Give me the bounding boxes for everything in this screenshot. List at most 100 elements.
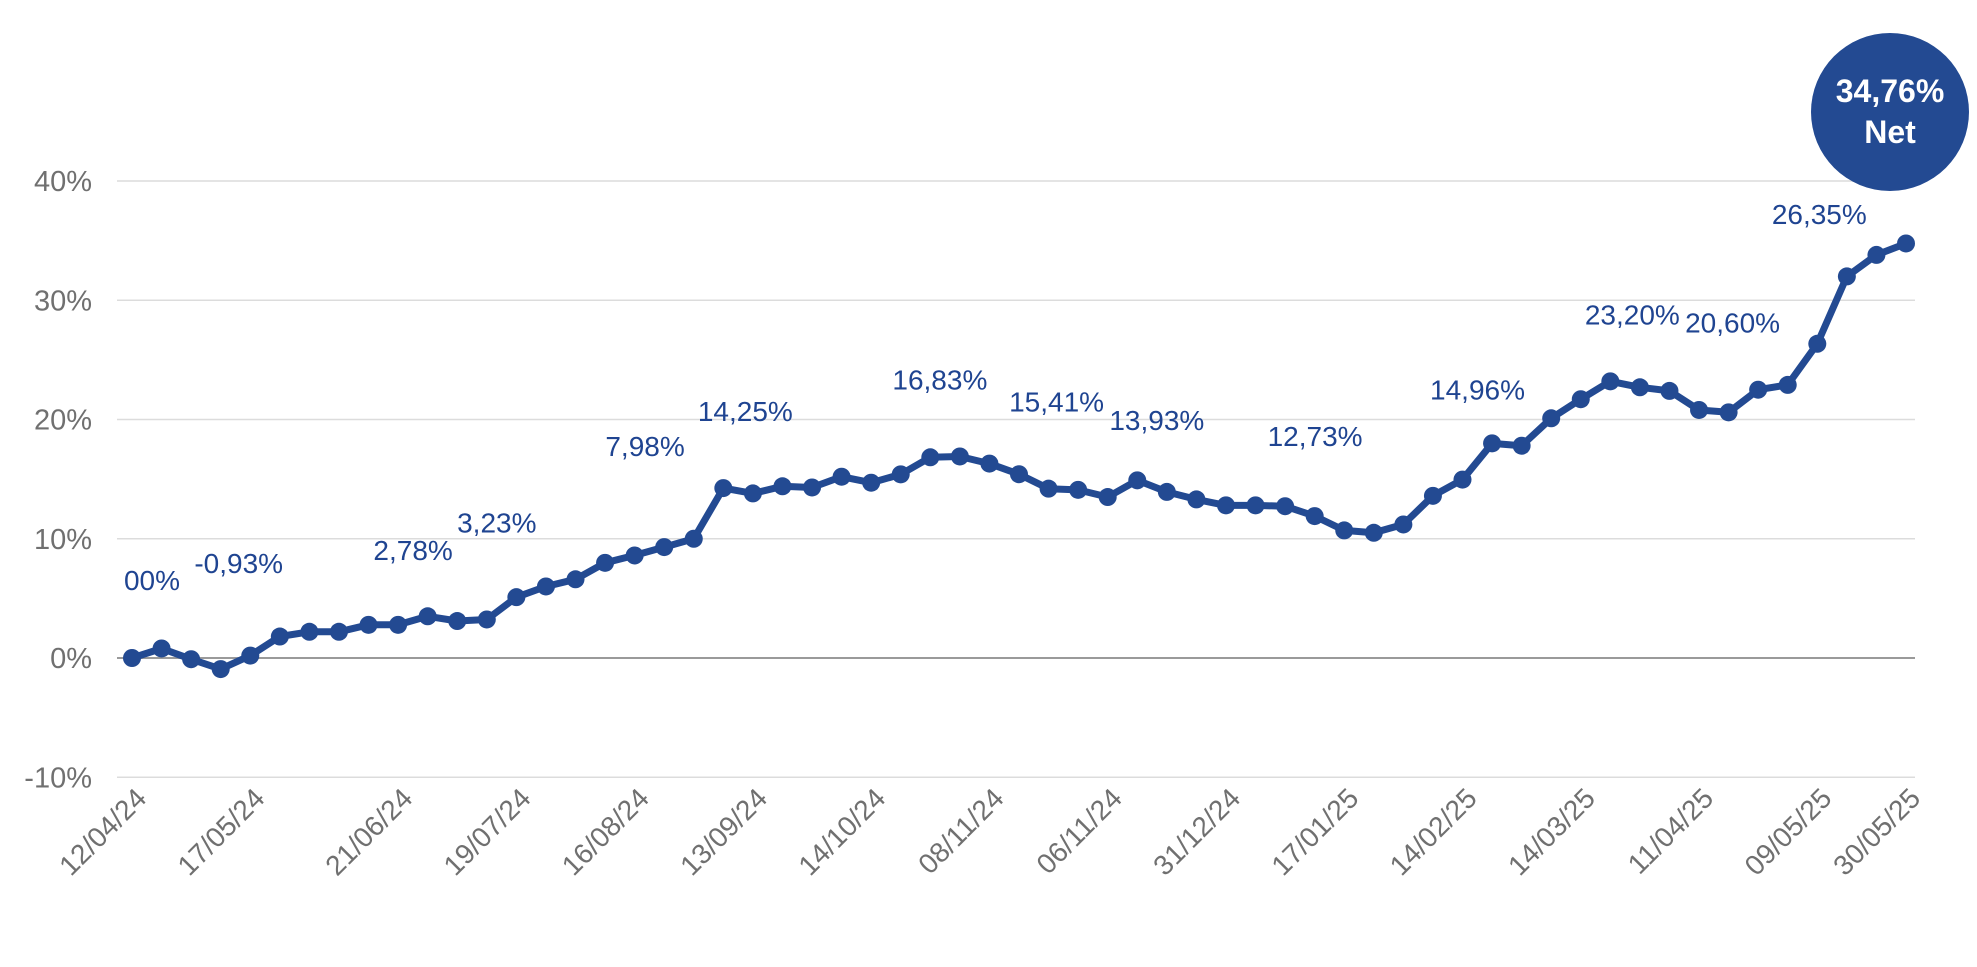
data-point (152, 639, 171, 658)
data-point (300, 622, 319, 641)
data-point (1690, 400, 1709, 419)
data-point (1128, 471, 1147, 490)
data-label: 7,98% (605, 431, 684, 462)
data-point (1246, 496, 1265, 515)
x-tick-label: 09/05/25 (1739, 782, 1838, 881)
x-tick-label: 14/03/25 (1502, 782, 1601, 881)
data-point (596, 553, 615, 572)
y-tick-label: 40% (34, 166, 92, 198)
x-tick-label: 19/07/24 (438, 782, 537, 881)
data-point (536, 577, 555, 596)
data-point (1867, 245, 1886, 264)
data-point (1571, 390, 1590, 409)
data-point (1394, 515, 1413, 534)
data-point (241, 646, 260, 665)
grid-lines (117, 180, 1915, 778)
data-point (1010, 465, 1028, 484)
data-label: 12,73% (1268, 421, 1363, 452)
data-point (950, 447, 969, 466)
data-point (418, 607, 437, 626)
data-label: 20,60% (1685, 307, 1780, 338)
x-tick-label: 06/11/24 (1030, 782, 1128, 880)
data-point (1749, 380, 1768, 399)
data-point (1542, 409, 1561, 428)
data-point (1808, 334, 1827, 353)
y-axis-ticks: 40% 30% 20% 10% 0% -10% (24, 166, 92, 794)
data-point (1453, 470, 1472, 489)
data-label: 23,20% (1585, 299, 1680, 330)
data-label: 14,96% (1430, 375, 1525, 406)
data-point (1719, 403, 1738, 422)
data-point (743, 484, 762, 503)
x-tick-label: 31/12/24 (1147, 782, 1246, 881)
data-point (1098, 488, 1117, 507)
net-badge-label: Net (1864, 114, 1916, 150)
data-point (1364, 523, 1383, 542)
y-tick-label: 20% (34, 405, 92, 437)
data-point (1897, 234, 1915, 253)
y-tick-label: 30% (34, 285, 92, 317)
data-point (891, 465, 910, 484)
data-point (1660, 381, 1679, 400)
data-point (1630, 378, 1649, 397)
data-point (1335, 521, 1354, 540)
data-point (1837, 267, 1856, 286)
data-point (211, 660, 230, 679)
x-tick-label: 11/04/25 (1622, 782, 1720, 880)
data-label: 15,41% (1009, 387, 1104, 418)
data-point (477, 610, 496, 629)
x-tick-label: 17/05/24 (172, 782, 271, 881)
data-point (1778, 375, 1797, 394)
data-label: 26,35% (1772, 199, 1867, 230)
data-point (1512, 436, 1531, 455)
data-point (803, 478, 822, 497)
y-tick-label: 0% (50, 643, 92, 675)
data-point (1276, 497, 1295, 516)
data-point (1216, 496, 1235, 515)
data-label: 16,83% (892, 364, 987, 395)
data-label: 13,93% (1109, 405, 1204, 436)
x-axis-ticks: 12/04/24 17/05/24 21/06/24 19/07/24 16/08/24… (53, 782, 1926, 881)
net-badge: 34,76% Net (1811, 33, 1969, 191)
data-point (1483, 434, 1502, 453)
data-point (1601, 372, 1620, 391)
data-point (566, 570, 585, 589)
data-point (1157, 482, 1176, 501)
data-label: -0,93% (194, 548, 283, 579)
x-tick-label: 14/10/24 (792, 782, 891, 881)
data-point (359, 615, 378, 634)
data-point (980, 454, 999, 473)
data-point (1187, 490, 1206, 509)
data-point (270, 627, 289, 646)
x-tick-label: 21/06/24 (319, 782, 418, 881)
data-point (714, 479, 733, 498)
data-point (389, 615, 408, 634)
data-point (684, 529, 703, 548)
data-label: 00% (124, 565, 180, 596)
x-tick-label: 17/01/25 (1265, 782, 1364, 881)
data-point (1069, 480, 1088, 499)
data-point (448, 612, 467, 631)
data-point (182, 650, 201, 669)
data-label: 2,78% (373, 535, 452, 566)
data-point (329, 622, 348, 641)
data-point (773, 477, 792, 496)
net-badge-value: 34,76% (1836, 73, 1945, 109)
data-point (123, 649, 141, 667)
data-point (832, 467, 851, 486)
x-tick-label: 13/09/24 (674, 782, 773, 881)
data-point (862, 473, 881, 492)
x-tick-label: 12/04/24 (53, 782, 152, 881)
x-tick-label: 16/08/24 (556, 782, 655, 881)
data-label: 3,23% (457, 507, 536, 538)
x-tick-label: 08/11/24 (912, 782, 1010, 880)
data-point (1305, 507, 1324, 526)
y-tick-label: -10% (24, 762, 92, 794)
data-labels: 00% -0,93% 2,78%3,23% 7,98% 14,25% 16,83% 15,4… (124, 199, 1867, 596)
net-badge-circle (1811, 33, 1969, 191)
x-tick-label: 30/05/25 (1827, 782, 1926, 881)
data-point (655, 538, 674, 557)
data-point (1039, 479, 1058, 498)
